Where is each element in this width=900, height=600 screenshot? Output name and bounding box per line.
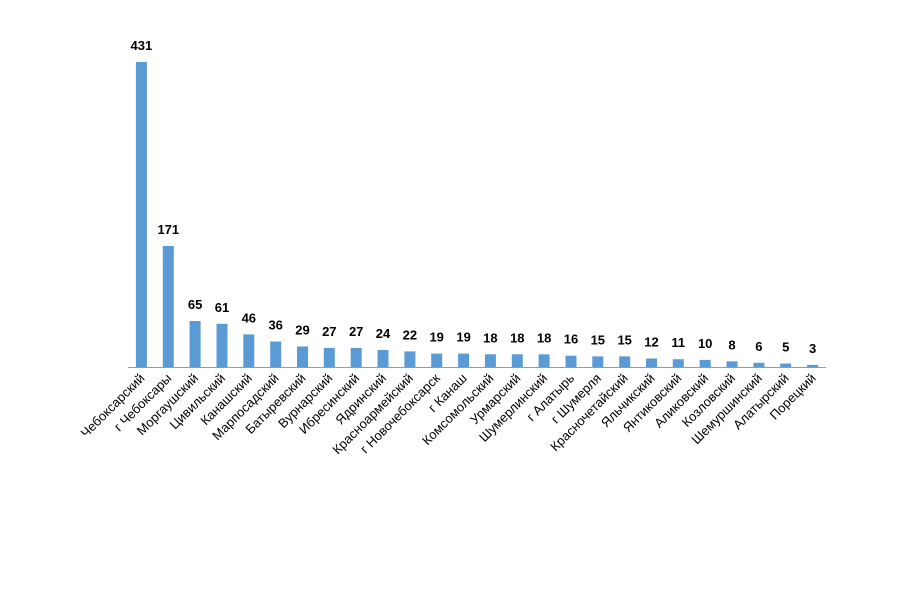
bar-16	[538, 354, 550, 367]
bar-3	[189, 321, 201, 367]
bar-12	[431, 353, 443, 367]
bar-10	[377, 350, 389, 367]
bar-2	[162, 246, 174, 367]
value-label-15: 18	[510, 330, 524, 345]
value-label-26: 3	[809, 341, 816, 356]
value-label-10: 24	[376, 326, 391, 341]
bar-8	[323, 347, 335, 367]
bar-25	[780, 363, 792, 367]
value-label-11: 22	[403, 327, 417, 342]
value-label-12: 19	[429, 330, 443, 345]
value-label-16: 18	[537, 330, 551, 345]
value-label-5: 46	[242, 310, 256, 325]
bar-22	[699, 359, 711, 367]
value-label-7: 29	[295, 323, 309, 338]
value-label-18: 15	[591, 332, 605, 347]
value-label-25: 5	[782, 340, 789, 355]
value-label-13: 19	[456, 330, 470, 345]
bar-14	[484, 354, 496, 367]
bar-17	[565, 355, 577, 367]
bar-18	[592, 356, 604, 367]
bar-20	[646, 358, 657, 367]
value-label-22: 10	[698, 336, 712, 351]
bar-24	[753, 362, 765, 367]
bar-13	[458, 353, 470, 367]
value-label-8: 27	[322, 324, 336, 339]
bar-26	[807, 364, 819, 367]
bar-23	[726, 361, 738, 367]
bar-21	[672, 359, 684, 367]
bar-5	[243, 334, 255, 367]
bar-15	[511, 354, 523, 367]
bar-9	[350, 347, 362, 367]
value-label-2: 171	[157, 222, 179, 237]
bar-19	[619, 356, 631, 367]
bars-group	[135, 62, 819, 367]
value-label-17: 16	[564, 332, 578, 347]
value-label-23: 8	[728, 337, 735, 352]
value-label-19: 15	[617, 332, 631, 347]
value-label-4: 61	[215, 300, 229, 315]
bar-11	[404, 351, 416, 367]
value-label-9: 27	[349, 324, 363, 339]
bar-4	[216, 323, 228, 367]
value-label-14: 18	[483, 330, 497, 345]
bar-7	[297, 346, 308, 367]
value-label-20: 12	[644, 335, 658, 350]
value-label-3: 65	[188, 297, 202, 312]
value-label-21: 11	[671, 335, 685, 350]
value-label-1: 431	[131, 38, 153, 53]
value-label-24: 6	[755, 339, 762, 354]
value-label-6: 36	[268, 318, 282, 333]
bar-6	[270, 341, 282, 367]
bar-1	[135, 62, 147, 367]
